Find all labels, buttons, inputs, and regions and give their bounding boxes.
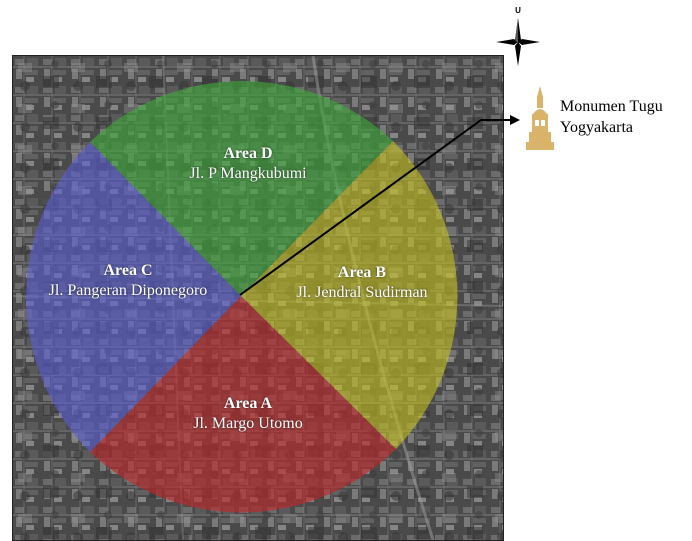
landmark-name-line1: Monumen Tugu (560, 98, 663, 115)
sector-area-a (90, 296, 396, 513)
north-letter: U (515, 6, 521, 15)
area-b-label: Area B Jl. Jendral Sudirman (247, 263, 477, 303)
area-b-name: Area B (337, 264, 387, 281)
area-c-label: Area C Jl. Pangeran Diponegoro (13, 261, 243, 301)
area-c-name: Area C (103, 262, 153, 279)
area-c-street: Jl. Pangeran Diponegoro (48, 282, 208, 299)
compass-rose-icon: U (496, 6, 540, 66)
satellite-map: Area D Jl. P Mangkubumi Area C Jl. Pange… (12, 55, 504, 541)
area-a-label: Area A Jl. Margo Utomo (153, 394, 343, 434)
area-a-street: Jl. Margo Utomo (193, 415, 303, 432)
area-b-street: Jl. Jendral Sudirman (296, 284, 428, 301)
area-d-street: Jl. P Mangkubumi (189, 165, 307, 182)
landmark-label: Monumen Tugu Yogyakarta (560, 96, 663, 138)
area-a-name: Area A (223, 395, 273, 412)
monument-icon (524, 86, 556, 152)
landmark-name-line2: Yogyakarta (560, 119, 634, 136)
area-d-name: Area D (223, 145, 273, 162)
area-d-label: Area D Jl. P Mangkubumi (153, 144, 343, 184)
sector-area-c (26, 142, 241, 452)
